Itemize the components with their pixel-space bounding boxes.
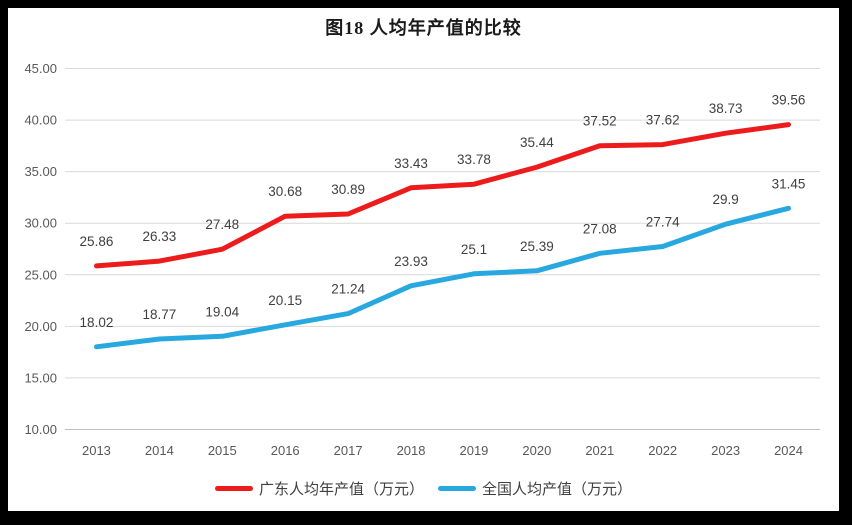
- data-label-guangdong: 26.33: [142, 229, 176, 244]
- x-axis-tick-label: 2015: [208, 443, 237, 458]
- y-axis-tick-label: 15.00: [24, 370, 57, 385]
- data-label-national: 31.45: [772, 176, 806, 191]
- data-label-national: 23.93: [394, 254, 428, 269]
- data-label-guangdong: 37.62: [646, 113, 680, 128]
- x-axis-tick-label: 2013: [82, 443, 111, 458]
- y-axis-tick-label: 10.00: [24, 422, 57, 437]
- x-axis-tick-label: 2016: [271, 443, 300, 458]
- x-axis-tick-label: 2020: [522, 443, 551, 458]
- data-label-national: 25.1: [461, 242, 487, 257]
- data-label-guangdong: 33.78: [457, 152, 491, 167]
- y-axis-tick-label: 40.00: [24, 113, 57, 128]
- data-label-national: 19.04: [205, 304, 239, 319]
- data-label-guangdong: 30.68: [268, 184, 302, 199]
- x-axis-tick-label: 2014: [145, 443, 174, 458]
- legend-item-guangdong: 广东人均年产值（万元）: [214, 478, 424, 499]
- legend-label-national: 全国人均产值（万元）: [482, 481, 633, 498]
- national-line-swatch-icon: [438, 486, 476, 491]
- y-axis-tick-label: 20.00: [24, 319, 57, 334]
- data-label-national: 18.77: [142, 307, 176, 322]
- chart-canvas: 图18 人均年产值的比较 10.00 15.00 20.00 25.00 30.00 35…: [8, 8, 839, 511]
- data-label-national: 27.08: [583, 221, 617, 236]
- x-axis-tick-label: 2024: [774, 443, 803, 458]
- data-label-guangdong: 39.56: [772, 93, 806, 108]
- series-line-guangdong: [94, 122, 791, 269]
- data-label-guangdong: 37.52: [583, 114, 617, 129]
- series-line-national: [94, 205, 791, 350]
- data-label-guangdong: 25.86: [80, 234, 114, 249]
- data-label-guangdong: 27.48: [205, 217, 239, 232]
- x-axis-tick-label: 2017: [334, 443, 363, 458]
- y-axis-tick-label: 35.00: [24, 164, 57, 179]
- x-axis-tick-label: 2021: [585, 443, 614, 458]
- data-label-guangdong: 30.89: [331, 182, 365, 197]
- data-label-national: 25.39: [520, 239, 554, 254]
- y-axis-tick-label: 30.00: [24, 216, 57, 231]
- data-label-national: 21.24: [331, 282, 365, 297]
- legend-item-national: 全国人均产值（万元）: [438, 478, 632, 499]
- data-label-guangdong: 38.73: [709, 101, 743, 116]
- x-axis-tick-label: 2019: [459, 443, 488, 458]
- guangdong-line-swatch-icon: [214, 486, 253, 491]
- y-axis-tick-label: 25.00: [24, 267, 57, 282]
- data-label-national: 29.9: [712, 192, 738, 207]
- chart-title: 图18 人均年产值的比较: [325, 18, 522, 38]
- x-axis-tick-label: 2022: [648, 443, 677, 458]
- y-axis-tick-label: 45.00: [24, 61, 57, 76]
- x-axis-tick-label: 2018: [397, 443, 426, 458]
- data-label-national: 18.02: [80, 315, 114, 330]
- legend-label-guangdong: 广东人均年产值（万元）: [258, 481, 424, 498]
- chart-legend: 广东人均年产值（万元） 全国人均产值（万元）: [8, 478, 839, 499]
- data-label-guangdong: 35.44: [520, 135, 554, 150]
- data-label-national: 27.74: [646, 215, 680, 230]
- x-axis-tick-label: 2023: [711, 443, 740, 458]
- data-label-guangdong: 33.43: [394, 156, 428, 171]
- data-label-national: 20.15: [268, 293, 302, 308]
